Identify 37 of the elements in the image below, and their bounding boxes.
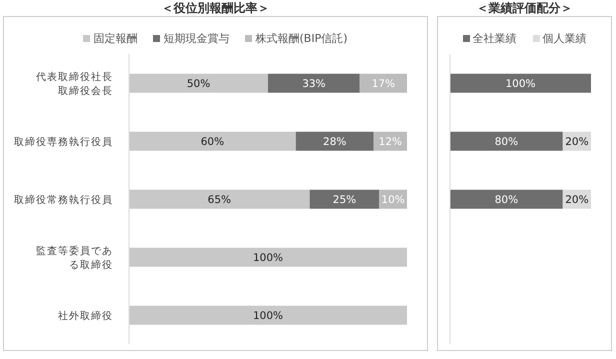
bar bbox=[268, 74, 360, 93]
bar bbox=[129, 248, 407, 267]
data-label: 33% bbox=[302, 78, 326, 90]
legend-label: 株式報酬(BIP信託) bbox=[254, 31, 348, 46]
data-label: 10% bbox=[381, 194, 405, 206]
data-label: 60% bbox=[200, 136, 224, 148]
data-label: 50% bbox=[186, 78, 210, 90]
data-label: 80% bbox=[494, 136, 518, 148]
legend-label: 短期現金賞与 bbox=[162, 31, 230, 46]
y-tick-label: 監査等委員である取締役 bbox=[36, 245, 113, 271]
data-label: 100% bbox=[252, 310, 284, 322]
data-label: 20% bbox=[565, 136, 589, 148]
data-label: 28% bbox=[323, 136, 346, 148]
legend-label: 全社業績 bbox=[472, 31, 516, 46]
data-label: 65% bbox=[208, 194, 232, 206]
legend-label: 固定報酬 bbox=[92, 31, 138, 46]
data-label: 12% bbox=[378, 136, 402, 148]
bar bbox=[129, 190, 310, 209]
data-label: 20% bbox=[565, 194, 589, 206]
y-tick-label: 代表取締役社長取締役会長 bbox=[35, 71, 113, 97]
y-tick-label: 取締役専務執行役員 bbox=[14, 136, 113, 148]
data-label: 100% bbox=[505, 78, 536, 90]
bar bbox=[129, 132, 296, 151]
bar bbox=[360, 74, 407, 93]
legend-label: 個人業績 bbox=[542, 31, 586, 46]
chart-title: ＜業績評価配分＞ bbox=[476, 0, 574, 16]
data-label: 100% bbox=[252, 252, 284, 264]
bar bbox=[129, 306, 407, 325]
chart-title: ＜役位別報酬比率＞ bbox=[160, 0, 270, 16]
bar bbox=[129, 74, 268, 93]
bar bbox=[296, 132, 374, 151]
y-tick-label: 社外取締役 bbox=[58, 310, 113, 322]
data-label: 17% bbox=[372, 78, 396, 90]
bar bbox=[310, 190, 380, 209]
data-label: 80% bbox=[494, 194, 518, 206]
y-tick-label: 取締役常務執行役員 bbox=[14, 194, 113, 206]
data-label: 25% bbox=[332, 194, 356, 206]
